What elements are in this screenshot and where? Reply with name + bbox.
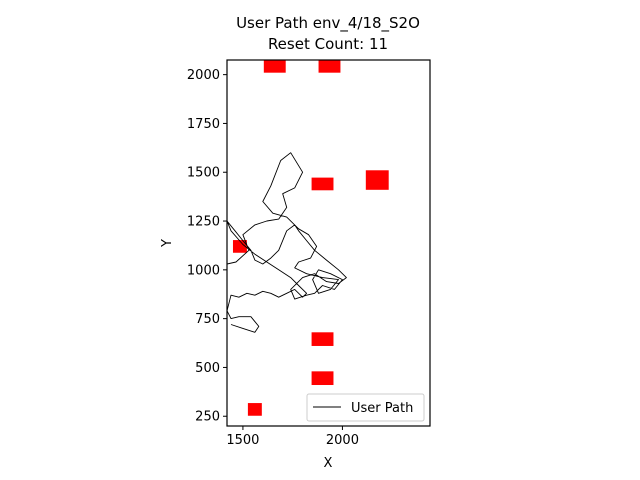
y-tick-label: 1500 <box>187 166 220 181</box>
obstacle-3 <box>311 177 334 191</box>
y-tick-label: 2000 <box>187 68 220 83</box>
obstacle-0 <box>263 60 286 73</box>
obstacle-7 <box>247 403 262 416</box>
legend: User Path <box>306 393 425 422</box>
obstacles <box>232 60 389 416</box>
plot-frame <box>226 59 431 427</box>
y-tick-label: 500 <box>195 361 220 376</box>
obstacle-5 <box>311 332 334 346</box>
y-tick-label: 1750 <box>187 117 220 132</box>
chart-title: User Path env_4/18_S2O <box>236 14 420 33</box>
obstacle-2 <box>365 170 389 190</box>
legend-box <box>306 393 425 422</box>
y-axis-label: Y <box>160 239 175 248</box>
y-tick-label: 1250 <box>187 215 220 230</box>
y-tick-label: 1000 <box>187 263 220 278</box>
obstacle-6 <box>311 371 334 386</box>
obstacle-4 <box>232 240 247 253</box>
x-axis-label: X <box>324 456 333 471</box>
obstacle-1 <box>318 60 341 73</box>
x-axis-ticks: 1500 2000 <box>226 426 359 448</box>
legend-label-user-path: User Path <box>351 401 413 416</box>
user-path <box>227 152 347 333</box>
y-tick-label: 750 <box>195 312 220 327</box>
path-line-0 <box>227 152 347 333</box>
x-tick-label: 1500 <box>226 433 259 448</box>
y-tick-label: 250 <box>195 410 220 425</box>
chart-subtitle: Reset Count: 11 <box>268 35 388 53</box>
x-tick-label: 2000 <box>326 433 359 448</box>
y-axis-ticks: 250 500 750 1000 1250 1500 1750 2000 <box>187 68 227 425</box>
